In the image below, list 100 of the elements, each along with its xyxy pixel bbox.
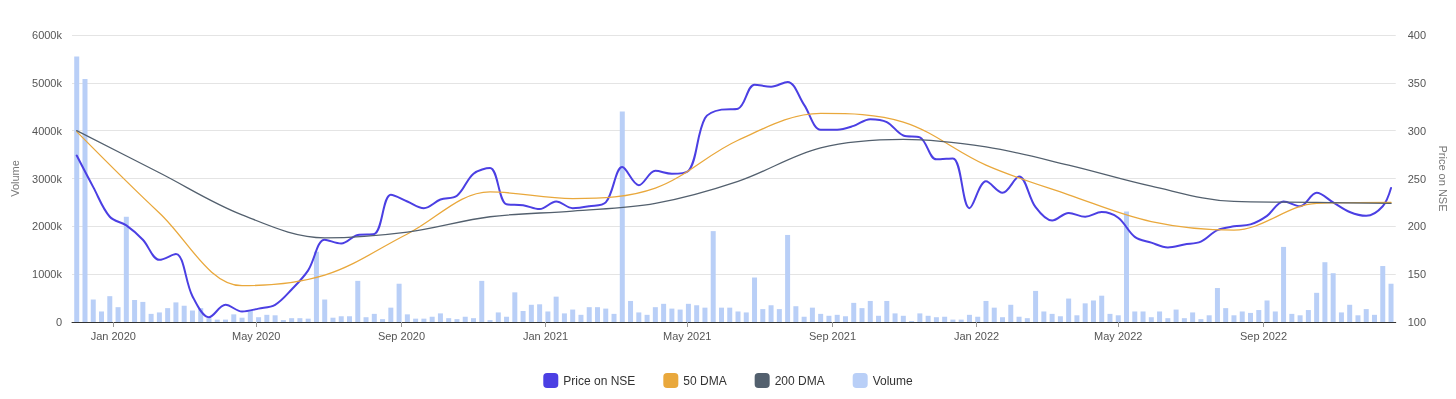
bar (826, 315, 832, 322)
bar (272, 315, 278, 322)
bar (1000, 317, 1006, 322)
bar (1338, 312, 1344, 322)
y-tick-label: 3000k (32, 172, 63, 185)
bar (892, 313, 898, 322)
bar (1041, 311, 1047, 322)
bar (264, 314, 270, 322)
bar (512, 292, 518, 322)
bar (1124, 211, 1130, 322)
bar (1107, 313, 1113, 322)
bar (925, 315, 931, 322)
legend-label: Volume (872, 373, 914, 388)
bar (694, 305, 700, 322)
bar (900, 315, 906, 322)
bar (1165, 318, 1171, 322)
bar (1363, 309, 1369, 322)
bar (256, 317, 262, 322)
bar (611, 313, 617, 322)
bar (1248, 312, 1253, 322)
bar (437, 313, 443, 322)
bar (1148, 317, 1154, 322)
bar (652, 307, 658, 322)
bar (1380, 266, 1386, 322)
bar (404, 314, 410, 322)
bar (504, 316, 510, 322)
x-tick-label: Jan 2022 (953, 329, 1000, 342)
x-tick-label: Sep 2021 (808, 329, 857, 342)
bar (743, 312, 749, 322)
bar (1132, 311, 1138, 322)
bar (231, 314, 237, 322)
bar (727, 307, 733, 322)
bar (1281, 246, 1287, 322)
bar (1206, 315, 1212, 322)
bar (1371, 314, 1377, 322)
x-tick-label: Sep 2020 (377, 329, 426, 342)
y-tick-label: 1000k (32, 268, 63, 281)
bar (189, 310, 195, 322)
bar (1297, 315, 1303, 322)
bar (933, 317, 939, 322)
y2-tick-label: 350 (1407, 76, 1427, 89)
bar (752, 277, 758, 322)
bar (553, 296, 559, 322)
bar (619, 111, 625, 322)
bar (1066, 298, 1072, 322)
x-tick-label: May 2020 (232, 329, 281, 342)
y2-tick-label: 100 (1407, 316, 1427, 328)
bar (735, 311, 741, 322)
bar (495, 312, 501, 322)
bar (1214, 288, 1220, 322)
bar (570, 309, 576, 322)
y2-tick-label: 300 (1407, 124, 1427, 137)
bar (1239, 311, 1245, 322)
bar (661, 303, 667, 322)
bar (454, 319, 460, 322)
bar (702, 307, 708, 322)
bar (594, 307, 600, 322)
bar (74, 56, 80, 322)
bar (1033, 290, 1039, 322)
bar (1099, 295, 1105, 322)
y2-axis-title: Price on NSE (1436, 145, 1449, 212)
bar (148, 313, 154, 322)
bar (1181, 318, 1187, 322)
bar (355, 280, 361, 322)
bar (1314, 292, 1320, 322)
bar (99, 311, 105, 322)
bar (123, 216, 129, 322)
bar (859, 308, 865, 322)
y-axis-title: Volume (8, 160, 21, 197)
bar (677, 309, 683, 322)
bar (818, 313, 824, 322)
legend-label: 200 DMA (774, 373, 825, 388)
bar (156, 312, 162, 322)
bar (1082, 303, 1088, 322)
bar (1330, 273, 1336, 322)
bar (917, 313, 923, 322)
bar (371, 313, 377, 322)
x-tick-label: Jan 2020 (90, 329, 136, 342)
bar (793, 306, 799, 322)
bar (82, 79, 88, 322)
x-tick-label: May 2021 (663, 329, 712, 342)
bar (520, 311, 526, 322)
bar (297, 318, 303, 322)
bar (1272, 311, 1278, 322)
line-series (76, 130, 1392, 239)
bar (1388, 283, 1394, 322)
x-tick-label: May 2022 (1094, 329, 1143, 342)
bar (586, 307, 592, 322)
bar (1157, 311, 1163, 322)
bar (1057, 316, 1063, 322)
bar (851, 302, 857, 322)
bar (685, 303, 691, 322)
bar (1090, 300, 1096, 322)
bar (983, 300, 989, 322)
bar (561, 313, 567, 322)
bar (884, 300, 890, 322)
bar (181, 305, 187, 322)
bar (165, 308, 171, 322)
bar (1074, 315, 1080, 322)
bar (1256, 310, 1262, 322)
